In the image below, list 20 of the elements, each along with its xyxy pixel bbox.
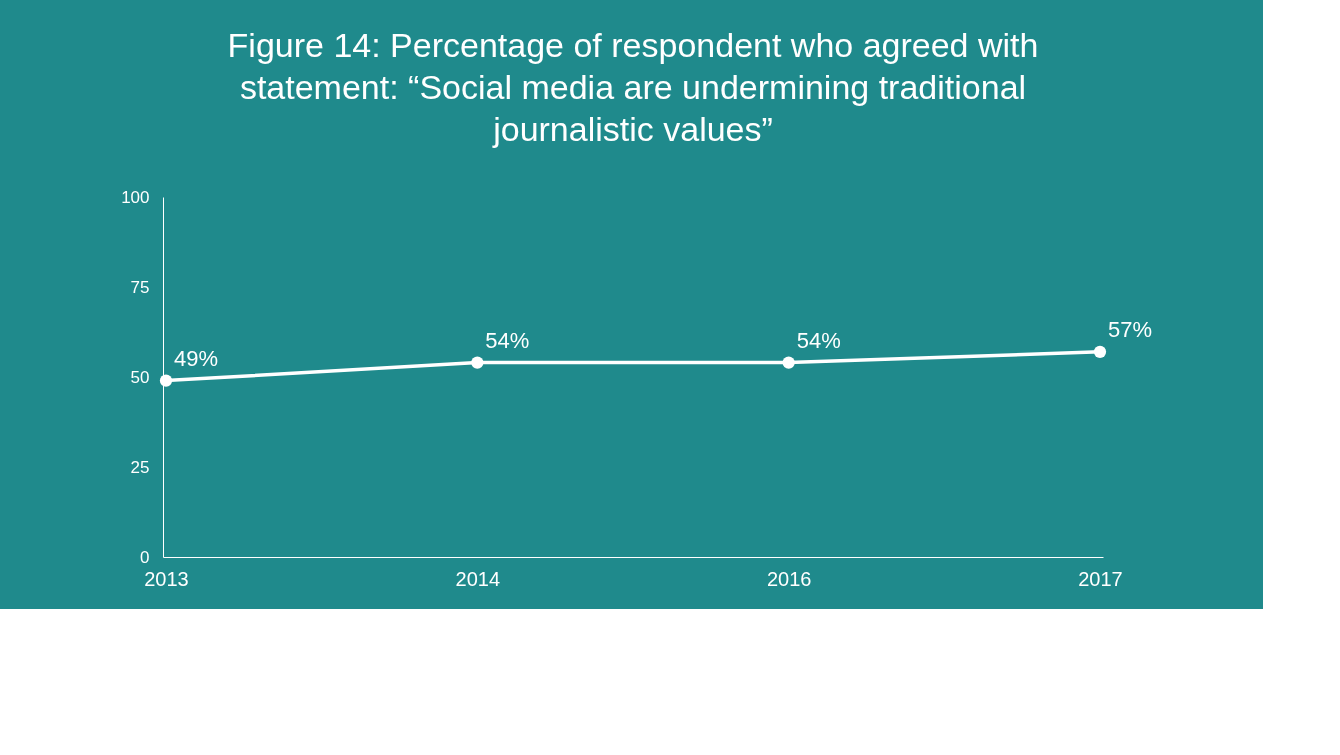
text: journalistic values” (493, 110, 773, 148)
x-tick-label: 2014 (455, 567, 501, 590)
y-tick-label: 0 (140, 547, 150, 567)
x-tick-label: 2017 (1078, 567, 1123, 590)
y-tick-label: 50 (130, 367, 150, 387)
point (159, 374, 173, 387)
y-tick-label: 25 (130, 457, 150, 477)
data-label: 49% (174, 345, 219, 371)
point (471, 356, 484, 369)
y-tick-label: 100 (121, 187, 150, 207)
text: statement: “Social media are undermining traditional (239, 68, 1027, 106)
y-tick-label: 75 (130, 277, 150, 297)
text: Figure 14: Percentage of respondent who agreed with (227, 26, 1039, 64)
data-label: 57% (1108, 316, 1153, 342)
x-tick-label: 2013 (144, 567, 189, 590)
data-label: 54% (796, 327, 841, 353)
x-tick-label: 2016 (766, 567, 812, 590)
data-label: 54% (485, 327, 530, 353)
point (1093, 345, 1107, 358)
point (782, 356, 795, 369)
